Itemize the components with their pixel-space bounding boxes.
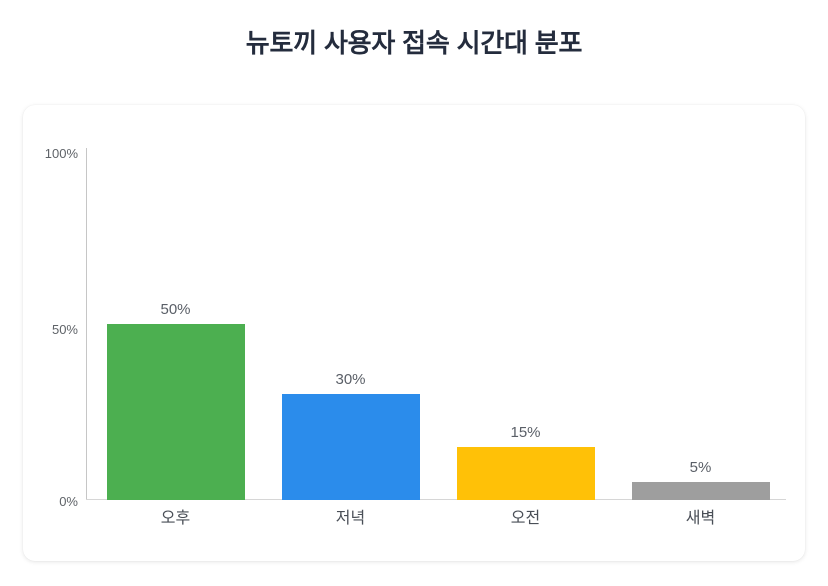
bar-slot: 50% 오후 [106,105,245,527]
bar-ohu[interactable] [106,324,245,500]
page-title: 뉴토끼 사용자 접속 시간대 분포 [245,28,583,58]
category-label-ojeon: 오전 [510,510,541,527]
bar-saebyeok[interactable] [631,482,770,500]
bar-group: 50% 오후 30% 저녁 15% 오전 5% 새벽 [88,105,788,527]
category-label-jeonyeok: 저녁 [335,510,366,527]
bar-slot: 5% 새벽 [631,105,770,527]
plot-area: 100% 50% 0% 50% 오후 30% 저녁 15% 오전 [23,105,805,561]
bar-value-label: 30% [335,371,366,389]
bar-value-label: 50% [160,301,191,318]
bar-slot: 15% 오전 [456,105,595,527]
category-label-ohu: 오후 [160,510,191,527]
bar-ojeon[interactable] [456,447,595,500]
chart-card: 100% 50% 0% 50% 오후 30% 저녁 15% 오전 [23,105,805,561]
y-axis-line [86,148,87,500]
bar-value-label: 5% [689,459,712,477]
bar-slot: 30% 저녁 [281,105,420,527]
category-label-saebyeok: 새벽 [685,510,716,527]
x-axis-baseline [86,499,786,500]
y-axis-tick-100: 100% [44,146,78,161]
y-axis-tick-0: 0% [59,494,78,509]
y-axis-tick-50: 50% [51,322,78,337]
bar-value-label: 15% [510,424,541,442]
bar-jeonyeok[interactable] [281,394,420,500]
